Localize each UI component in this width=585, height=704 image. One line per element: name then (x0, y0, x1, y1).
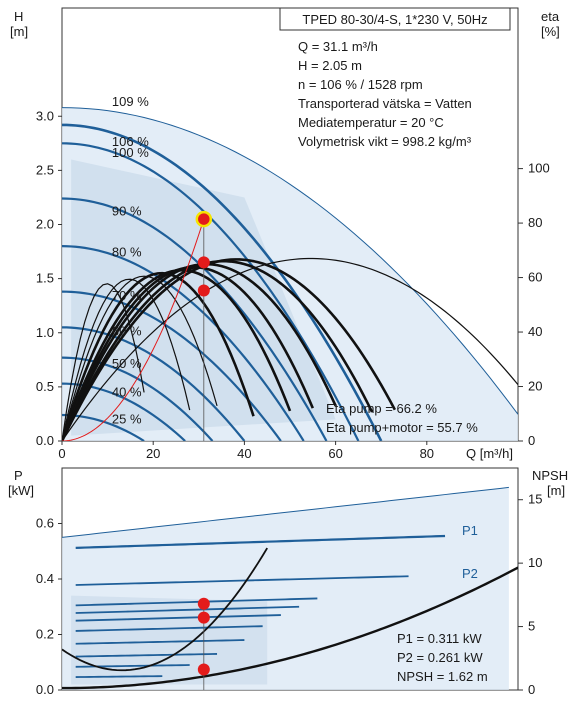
power-curve (75, 597, 318, 607)
y-axis-unit-h: [m] (10, 24, 28, 39)
power-curve (75, 605, 300, 614)
q-tick-label: 20 (146, 446, 160, 461)
p1-marker (197, 597, 210, 610)
power-curve (75, 639, 245, 645)
eta-tick-label: 60 (528, 270, 542, 285)
max-speed-boundary (62, 107, 518, 415)
p1-max-curve (62, 486, 509, 538)
npsh-value-label: NPSH = 1.62 m (397, 669, 488, 684)
eta-tick-label: 0 (528, 433, 535, 448)
eta-tick-label: 80 (528, 215, 542, 230)
p-tick-label: 0.0 (36, 682, 54, 697)
p-tick-label: 0.2 (36, 627, 54, 642)
p2-value-label: P2 = 0.261 kW (397, 650, 483, 665)
power-curve (75, 653, 218, 658)
npsh-curve (62, 566, 518, 690)
eta-tick-label: 20 (528, 379, 542, 394)
power-curve (75, 534, 446, 549)
chart-title: TPED 80-30/4-S, 1*230 V, 50Hz (302, 12, 487, 27)
speed-label: 70 % (112, 288, 142, 303)
info-density: Volymetrisk vikt = 998.2 kg/m³ (298, 134, 472, 149)
y-axis-unit-npsh: [m] (547, 483, 565, 498)
y-axis-unit-eta: [%] (541, 24, 560, 39)
npsh-tick-label: 5 (528, 619, 535, 634)
y-axis-unit-p: [kW] (8, 483, 34, 498)
power-curve (75, 614, 281, 622)
power-curve (75, 625, 263, 632)
p2-series-label: P2 (462, 566, 478, 581)
h-tick-label: 0.0 (36, 433, 54, 448)
eta-curve-106 (62, 258, 397, 441)
eta-tick-label: 100 (528, 161, 550, 176)
npsh-marker (197, 663, 210, 676)
npsh-curve-low (62, 547, 268, 672)
q-tick-label: 40 (237, 446, 251, 461)
eta-pump-label: Eta pump = 66.2 % (326, 401, 437, 416)
x-axis-label-q: Q [m³/h] (466, 446, 513, 461)
eta-curve-25 (62, 283, 145, 441)
speed-curve-70 (62, 290, 282, 441)
duty-point-marker (195, 210, 213, 228)
q-tick-label: 60 (328, 446, 342, 461)
y-axis-label-h: H (14, 9, 23, 24)
eta-curve-60 (62, 271, 255, 441)
speed-label: 25 % (112, 411, 142, 426)
h-tick-label: 3.0 (36, 108, 54, 123)
power-curve (75, 675, 163, 678)
eta-point-marker (197, 256, 210, 269)
npsh-tick-label: 10 (528, 555, 542, 570)
speed-label: 106 % (112, 134, 149, 149)
info-liquid: Transporterad vätska = Vatten (298, 96, 472, 111)
speed-label: 90 % (112, 204, 142, 219)
eta-tick-label: 40 (528, 324, 542, 339)
eta-curve-50 (62, 275, 218, 441)
p-tick-label: 0.4 (36, 571, 54, 586)
y-axis-label-eta: eta (541, 9, 560, 24)
info-h: H = 2.05 m (298, 58, 362, 73)
speed-label: 40 % (112, 384, 142, 399)
npsh-tick-label: 15 (528, 492, 542, 507)
eta-curve-109 (62, 257, 518, 441)
speed-curve-60 (62, 326, 246, 441)
speed-label: 109 % (112, 94, 149, 109)
eta-pump-motor-label: Eta pump+motor = 55.7 % (326, 420, 478, 435)
info-block: Q = 31.1 m³/h H = 2.05 m n = 106 % / 152… (298, 39, 472, 149)
speed-curve-90 (62, 197, 328, 441)
power-info: P1 = 0.311 kW P2 = 0.261 kW NPSH = 1.62 … (397, 631, 488, 684)
npsh-tick-label: 0 (528, 682, 535, 697)
speed-curve-80 (62, 245, 305, 441)
eta-curve-70 (62, 268, 292, 441)
q-tick-label: 0 (58, 446, 65, 461)
h-tick-label: 1.0 (36, 325, 54, 340)
p-tick-label: 0.6 (36, 516, 54, 531)
operating-region (71, 159, 336, 436)
p1-series-label: P1 (462, 523, 478, 538)
info-temp: Mediatemperatur = 20 °C (298, 115, 444, 130)
h-tick-label: 2.5 (36, 162, 54, 177)
speed-label: 80 % (112, 245, 142, 260)
eta-curve-40 (62, 278, 191, 441)
system-curve (62, 220, 204, 441)
p2-marker (197, 611, 210, 624)
speed-label: 60 % (112, 324, 142, 339)
eta-point-marker (197, 284, 210, 297)
eta-curve-100 (62, 259, 374, 441)
q-tick-label: 80 (420, 446, 434, 461)
y-axis-label-p: P (14, 468, 23, 483)
title-box (279, 7, 511, 31)
p1-value-label: P1 = 0.311 kW (397, 631, 482, 646)
speed-curve-106 (62, 123, 383, 441)
power-curve (75, 575, 409, 586)
h-tick-label: 2.0 (36, 217, 54, 232)
speed-label: 50 % (112, 356, 142, 371)
info-q: Q = 31.1 m³/h (298, 39, 378, 54)
info-n: n = 106 % / 1528 rpm (298, 77, 423, 92)
speed-label: 100 % (112, 145, 149, 160)
h-tick-label: 0.5 (36, 379, 54, 394)
h-tick-label: 1.5 (36, 271, 54, 286)
y-axis-label-npsh: NPSH (532, 468, 568, 483)
eta-info: Eta pump = 66.2 % Eta pump+motor = 55.7 … (326, 401, 478, 435)
